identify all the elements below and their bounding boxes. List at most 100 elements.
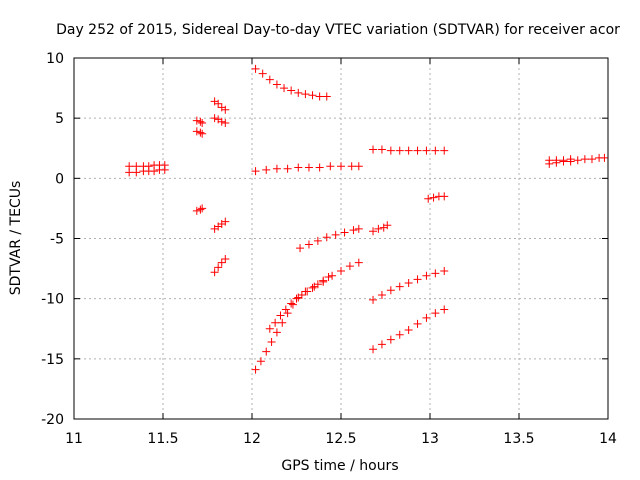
data-point [552,156,561,165]
data-point [580,155,589,164]
data-point [280,84,289,93]
series-s2 [125,161,169,171]
series-s5 [192,204,207,215]
y-tick-label: 10 [46,51,64,67]
data-point [383,221,392,230]
data-point [292,294,301,303]
data-point [251,64,260,73]
data-point [566,155,575,164]
data-point [395,146,404,155]
data-point [287,86,296,95]
data-point [258,69,267,78]
series-s15 [369,145,449,155]
y-tick-label: -5 [50,232,64,248]
data-point [144,162,153,171]
data-point [198,118,207,127]
data-point [272,164,281,173]
series-s3 [192,116,207,127]
data-point [288,300,297,309]
data-point [369,345,378,354]
series-s17 [424,192,449,203]
grid [74,58,608,419]
series-s14 [265,273,333,333]
data-point [395,330,404,339]
data-point [322,92,331,101]
data-point [377,291,386,300]
data-point [192,116,201,125]
data-point [431,269,440,278]
data-point [283,309,292,318]
data-point [265,324,274,333]
data-point [272,80,281,89]
x-axis-label: GPS time / hours [281,458,398,474]
data-point [404,279,413,288]
data-point [440,192,449,201]
y-axis-label: SDTVAR / TECUs [8,181,24,296]
data-point [196,117,205,126]
data-point [326,162,335,171]
data-point [422,271,431,280]
data-point [251,167,260,176]
data-point [281,305,290,314]
data-point [354,258,363,267]
data-point [559,156,568,165]
x-tick-label: 13 [421,431,439,447]
data-point [422,313,431,322]
x-tick-label: 13.5 [503,431,534,447]
data-point [337,266,345,275]
series-s8 [210,217,230,233]
data-point [221,118,230,127]
data-point [600,153,609,162]
data-point [287,299,296,308]
data-point [345,262,354,271]
series-s9 [210,254,230,277]
data-point [283,164,292,173]
x-tick-label: 12.5 [325,431,356,447]
data-point [354,224,363,233]
data-point [337,162,345,171]
series-s4 [192,127,207,138]
data-point [324,273,333,282]
data-points [125,64,609,374]
x-tick-label: 11 [65,431,83,447]
data-point [304,163,313,172]
data-point [221,105,230,114]
data-point [377,340,386,349]
data-point [210,114,219,123]
data-point [322,233,331,242]
data-point [422,146,431,155]
data-point [125,162,134,171]
data-point [395,282,404,291]
data-point [251,365,260,374]
data-point [198,129,207,138]
data-point [297,291,306,300]
data-point [217,258,226,267]
y-tick-label: -15 [41,352,64,368]
data-point [196,128,205,137]
data-point [198,204,207,213]
data-point [296,244,305,253]
tick-labels: 11 11.5 12 12.5 13 13.5 14 -20 -15 -10 -5 0 5 10 [41,51,617,447]
data-point [377,145,386,154]
data-point [294,163,303,172]
data-point [313,280,322,289]
data-point [369,145,378,154]
data-point [369,227,378,236]
y-tick-label: -20 [41,412,64,428]
data-point [440,266,449,275]
series-s11 [251,162,363,176]
data-point [545,156,554,165]
data-point [386,335,395,344]
data-point [192,127,201,136]
data-point [132,162,141,171]
series-s19 [369,305,449,354]
plot-frame [73,57,609,420]
data-point [319,276,328,285]
data-point [308,91,317,100]
data-point [386,146,395,155]
series-s10 [251,64,331,101]
data-point [431,146,440,155]
data-point [221,254,230,263]
